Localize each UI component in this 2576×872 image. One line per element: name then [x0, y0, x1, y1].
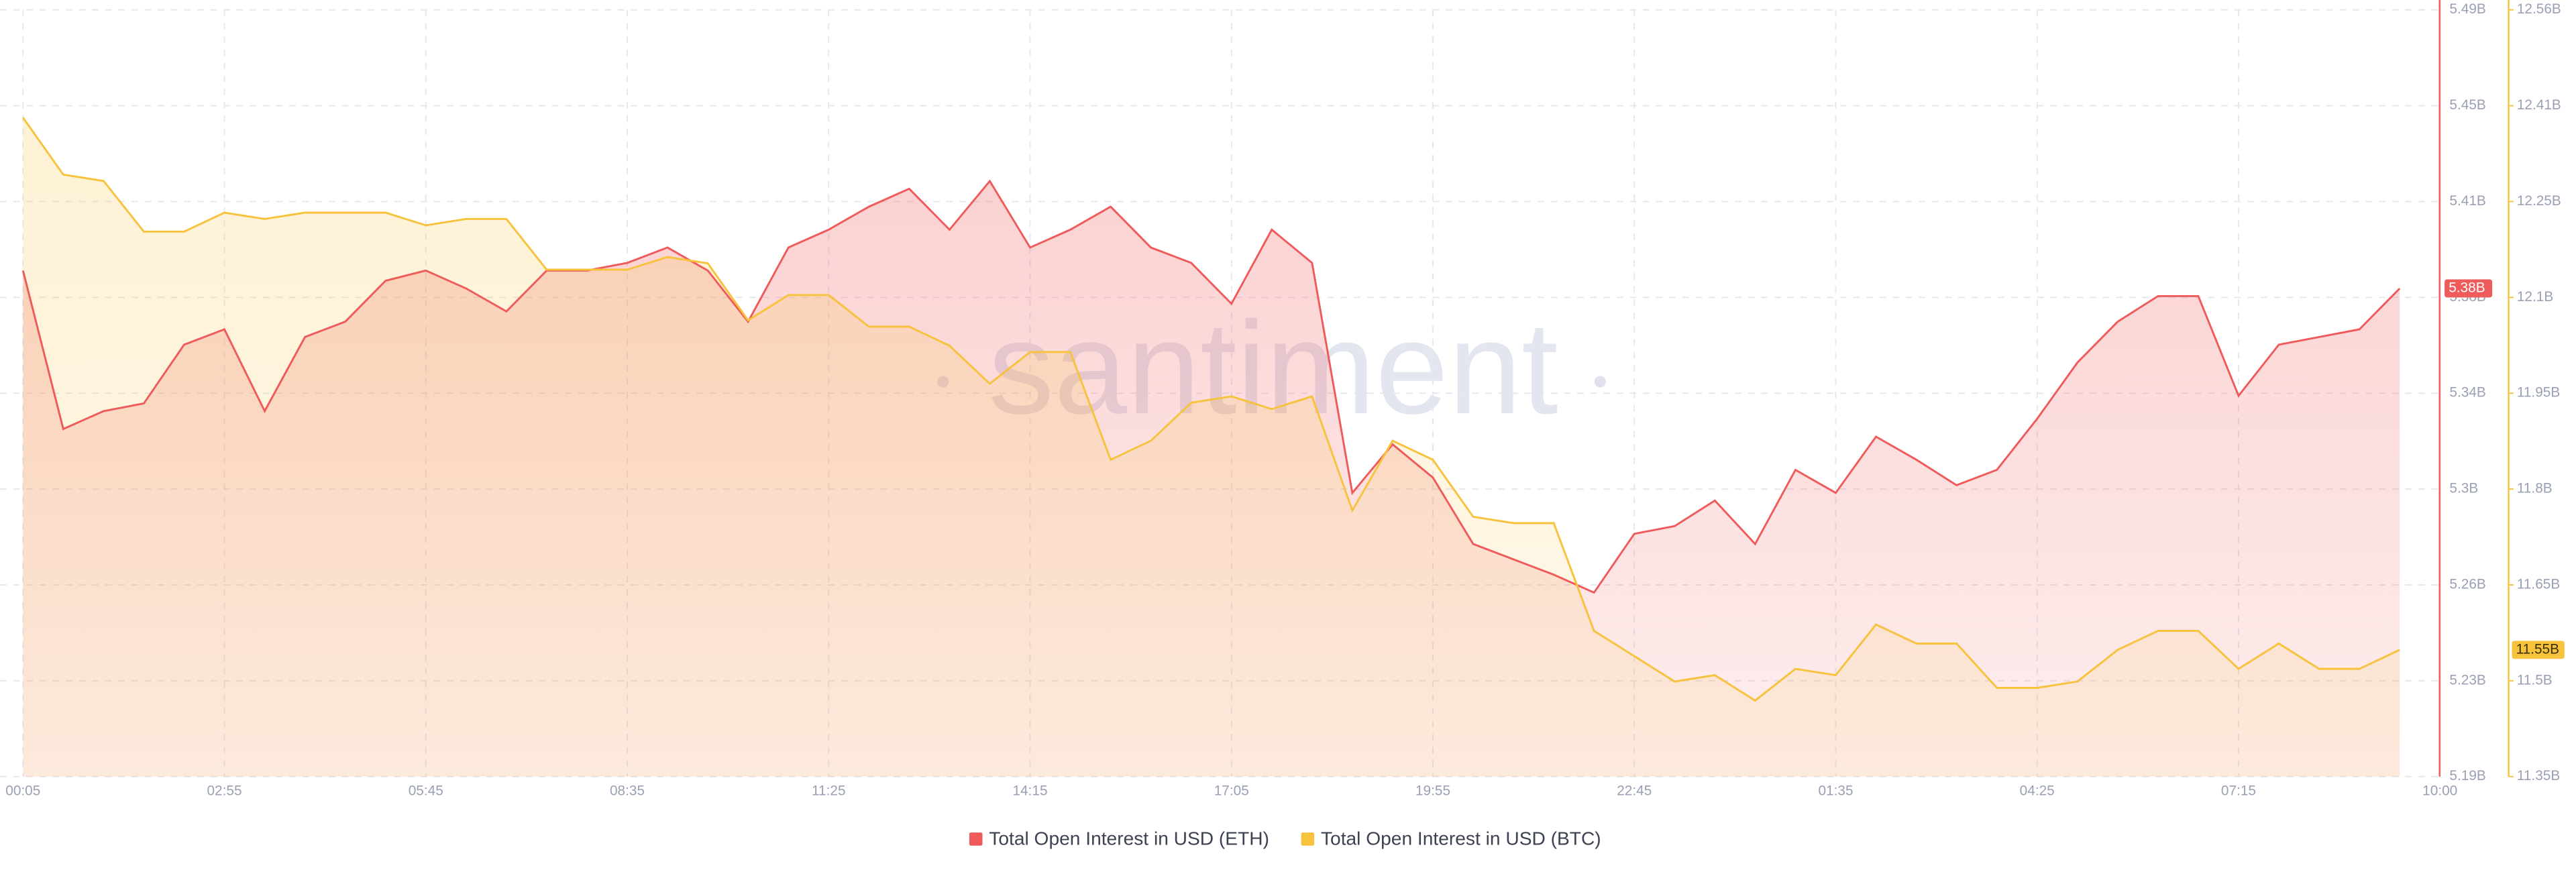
y2-tick-label: 12.41B — [2517, 97, 2561, 113]
y-tick-label: 5.41B — [2449, 193, 2485, 209]
x-tick-label: 10:00 — [2422, 783, 2457, 798]
series-line — [21, 179, 2401, 594]
x-tick-label: 00:05 — [5, 783, 40, 798]
y2-tick-label: 11.8B — [2517, 481, 2553, 496]
y-tick-label: 5.3B — [2449, 481, 2478, 496]
y2-tick-label: 11.35B — [2517, 768, 2560, 783]
x-tick-label: 14:15 — [1012, 783, 1047, 798]
x-tick-label: 17:05 — [1214, 783, 1249, 798]
value-badge-label: 5.38B — [2449, 280, 2485, 296]
y-tick-label: 5.23B — [2449, 672, 2485, 688]
x-tick-label: 04:25 — [2020, 783, 2055, 798]
value-badge — [2512, 641, 2565, 659]
y-tick-label: 5.49B — [2449, 1, 2485, 17]
y-tick-label: 5.34B — [2449, 385, 2485, 400]
value-badge-label: 11.55B — [2516, 641, 2559, 657]
y2-tick-label: 12.25B — [2517, 193, 2561, 209]
x-tick-label: 22:45 — [1617, 783, 1652, 798]
x-tick-label: 02:55 — [207, 783, 241, 798]
legend-label: Total Open Interest in USD (ETH) — [989, 828, 1269, 849]
x-tick-label: 01:35 — [1818, 783, 1853, 798]
x-tick-label: 11:25 — [812, 783, 846, 798]
y2-tick-label: 12.56B — [2517, 1, 2561, 17]
y-tick-label: 5.19B — [2449, 768, 2485, 783]
y2-tick-label: 12.1B — [2517, 289, 2553, 305]
x-tick-label: 07:15 — [2221, 783, 2256, 798]
x-tick-label: 19:55 — [1415, 783, 1450, 798]
y-tick-label: 5.45B — [2449, 97, 2485, 113]
legend-swatch — [969, 832, 983, 846]
value-badge — [2445, 279, 2493, 298]
x-tick-label: 05:45 — [409, 783, 443, 798]
legend-swatch — [1301, 832, 1315, 846]
y2-tick-label: 11.5B — [2517, 672, 2553, 688]
x-tick-label: 08:35 — [610, 783, 645, 798]
y2-tick-label: 11.65B — [2517, 576, 2560, 592]
legend-label: Total Open Interest in USD (BTC) — [1321, 828, 1601, 849]
y-tick-label: 5.26B — [2449, 576, 2485, 592]
series-line — [22, 117, 2400, 702]
watermark-dot — [1594, 376, 1606, 388]
area-fill — [23, 117, 2400, 777]
y2-tick-label: 11.95B — [2517, 385, 2560, 400]
